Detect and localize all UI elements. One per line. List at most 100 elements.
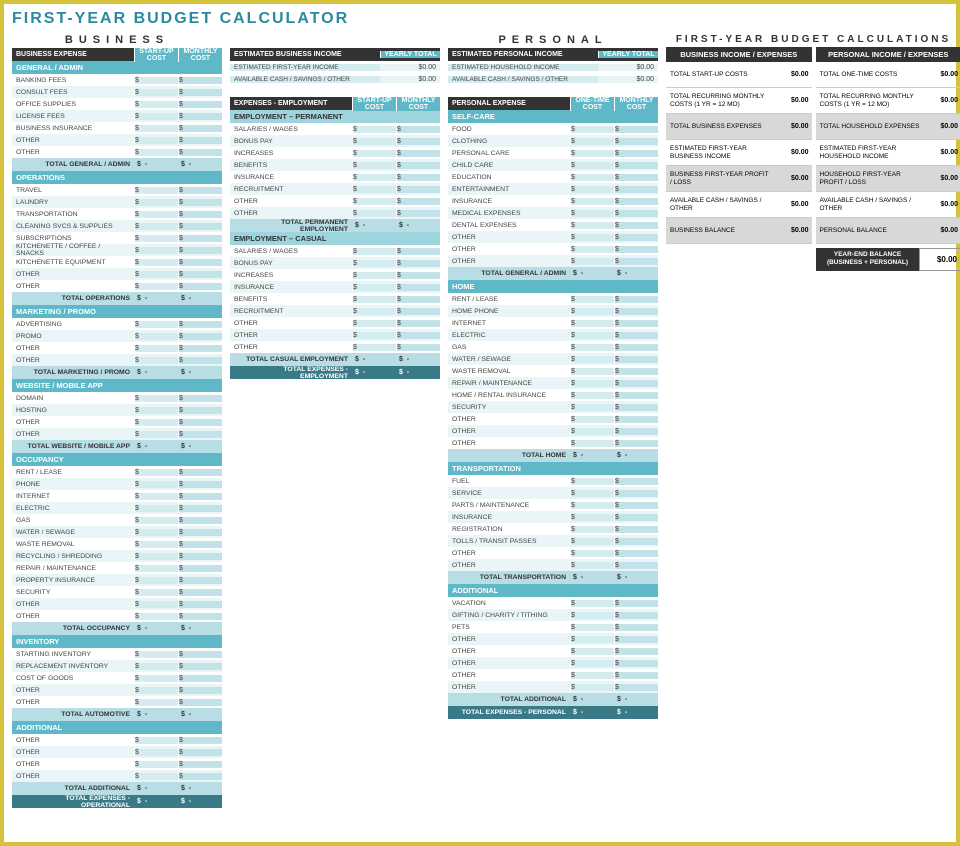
expense-value[interactable]: $ xyxy=(178,395,222,402)
expense-value[interactable]: $ xyxy=(134,517,178,524)
expense-value[interactable]: $ xyxy=(614,490,658,497)
expense-row[interactable]: Other$$ xyxy=(448,669,658,681)
expense-value[interactable]: $ xyxy=(614,514,658,521)
expense-row[interactable]: Other$$ xyxy=(230,317,440,329)
expense-value[interactable]: $ xyxy=(614,612,658,619)
expense-value[interactable]: $ xyxy=(178,89,222,96)
expense-value[interactable]: $ xyxy=(352,198,396,205)
expense-row[interactable]: Other$$ xyxy=(12,610,222,622)
expense-value[interactable]: $ xyxy=(570,368,614,375)
expense-value[interactable]: $ xyxy=(352,210,396,217)
expense-row[interactable]: Parts / Maintenance$$ xyxy=(448,499,658,511)
expense-row[interactable]: Other$$ xyxy=(12,598,222,610)
expense-row[interactable]: Replacement Inventory$$ xyxy=(12,660,222,672)
expense-value[interactable]: $ xyxy=(570,502,614,509)
expense-value[interactable]: $ xyxy=(178,541,222,548)
expense-row[interactable]: Other$$ xyxy=(12,134,222,146)
expense-value[interactable]: $ xyxy=(134,737,178,744)
expense-value[interactable]: $ xyxy=(570,246,614,253)
expense-row[interactable]: Medical Expenses$$ xyxy=(448,207,658,219)
expense-value[interactable]: $ xyxy=(134,589,178,596)
expense-row[interactable]: Salaries / Wages$$ xyxy=(230,123,440,135)
expense-row[interactable]: Insurance$$ xyxy=(448,511,658,523)
expense-value[interactable]: $ xyxy=(614,126,658,133)
expense-value[interactable]: $ xyxy=(134,469,178,476)
expense-value[interactable]: $ xyxy=(614,138,658,145)
expense-value[interactable]: $ xyxy=(178,761,222,768)
expense-row[interactable]: Domain$$ xyxy=(12,392,222,404)
expense-value[interactable]: $ xyxy=(570,514,614,521)
expense-value[interactable]: $ xyxy=(178,601,222,608)
expense-value[interactable]: $ xyxy=(352,138,396,145)
expense-row[interactable]: Rent / Lease$$ xyxy=(12,466,222,478)
expense-value[interactable]: $ xyxy=(134,321,178,328)
expense-value[interactable]: $ xyxy=(614,344,658,351)
expense-value[interactable]: $ xyxy=(396,210,440,217)
expense-value[interactable]: $ xyxy=(614,440,658,447)
expense-value[interactable]: $ xyxy=(614,672,658,679)
expense-value[interactable]: $ xyxy=(570,380,614,387)
expense-value[interactable]: $ xyxy=(134,77,178,84)
income-row[interactable]: AVAILABLE CASH / SAVINGS / OTHER$0.00 xyxy=(448,73,658,85)
expense-row[interactable]: Travel$$ xyxy=(12,184,222,196)
expense-row[interactable]: Waste Removal$$ xyxy=(448,365,658,377)
expense-value[interactable]: $ xyxy=(134,601,178,608)
expense-value[interactable]: $ xyxy=(178,663,222,670)
expense-row[interactable]: Increases$$ xyxy=(230,147,440,159)
expense-value[interactable]: $ xyxy=(178,517,222,524)
expense-row[interactable]: Other$$ xyxy=(448,255,658,267)
expense-row[interactable]: Electric$$ xyxy=(448,329,658,341)
expense-value[interactable]: $ xyxy=(396,150,440,157)
expense-row[interactable]: Starting Inventory$$ xyxy=(12,648,222,660)
expense-row[interactable]: Waste Removal$$ xyxy=(12,538,222,550)
expense-value[interactable]: $ xyxy=(178,481,222,488)
expense-value[interactable]: $ xyxy=(134,541,178,548)
expense-value[interactable]: $ xyxy=(134,699,178,706)
expense-value[interactable]: $ xyxy=(614,502,658,509)
expense-row[interactable]: Benefits$$ xyxy=(230,159,440,171)
expense-value[interactable]: $ xyxy=(352,150,396,157)
expense-value[interactable]: $ xyxy=(134,529,178,536)
expense-value[interactable]: $ xyxy=(614,368,658,375)
expense-value[interactable]: $ xyxy=(570,210,614,217)
expense-row[interactable]: Other$$ xyxy=(448,425,658,437)
expense-value[interactable]: $ xyxy=(134,651,178,658)
expense-value[interactable]: $ xyxy=(352,162,396,169)
expense-value[interactable]: $ xyxy=(570,624,614,631)
expense-value[interactable]: $ xyxy=(614,550,658,557)
expense-value[interactable]: $ xyxy=(614,234,658,241)
expense-value[interactable]: $ xyxy=(134,247,178,254)
expense-row[interactable]: Security$$ xyxy=(448,401,658,413)
expense-value[interactable]: $ xyxy=(614,404,658,411)
expense-value[interactable]: $ xyxy=(570,404,614,411)
expense-value[interactable]: $ xyxy=(614,222,658,229)
expense-row[interactable]: Home Phone$$ xyxy=(448,305,658,317)
expense-value[interactable]: $ xyxy=(570,550,614,557)
expense-row[interactable]: Other$$ xyxy=(12,758,222,770)
expense-value[interactable]: $ xyxy=(178,223,222,230)
expense-value[interactable]: $ xyxy=(134,101,178,108)
expense-value[interactable]: $ xyxy=(352,174,396,181)
expense-row[interactable]: Other$$ xyxy=(448,413,658,425)
income-value[interactable]: $0.00 xyxy=(598,64,658,71)
expense-value[interactable]: $ xyxy=(178,149,222,156)
expense-value[interactable]: $ xyxy=(178,431,222,438)
expense-value[interactable]: $ xyxy=(614,258,658,265)
expense-value[interactable]: $ xyxy=(178,469,222,476)
expense-row[interactable]: Salaries / Wages$$ xyxy=(230,245,440,257)
expense-value[interactable]: $ xyxy=(134,687,178,694)
expense-value[interactable]: $ xyxy=(614,150,658,157)
expense-value[interactable]: $ xyxy=(570,562,614,569)
expense-value[interactable]: $ xyxy=(178,505,222,512)
expense-value[interactable]: $ xyxy=(134,761,178,768)
expense-value[interactable]: $ xyxy=(134,187,178,194)
expense-value[interactable]: $ xyxy=(134,675,178,682)
expense-row[interactable]: Fuel$$ xyxy=(448,475,658,487)
expense-value[interactable]: $ xyxy=(570,526,614,533)
expense-value[interactable]: $ xyxy=(178,651,222,658)
expense-value[interactable]: $ xyxy=(134,271,178,278)
expense-row[interactable]: Repair / Maintenance$$ xyxy=(448,377,658,389)
expense-row[interactable]: Other$$ xyxy=(12,684,222,696)
expense-value[interactable]: $ xyxy=(134,345,178,352)
expense-value[interactable]: $ xyxy=(352,308,396,315)
